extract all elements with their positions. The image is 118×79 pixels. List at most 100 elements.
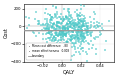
Point bbox=[52, 25, 54, 26]
Point bbox=[86, 28, 88, 29]
Point bbox=[77, 14, 79, 16]
Point bbox=[61, 30, 63, 32]
Point bbox=[80, 26, 82, 27]
Point bbox=[77, 37, 79, 39]
Point bbox=[77, 21, 79, 22]
Point bbox=[76, 32, 78, 34]
Point bbox=[77, 30, 79, 31]
Point bbox=[90, 35, 92, 36]
Point bbox=[97, 27, 99, 28]
Point bbox=[80, 4, 82, 6]
Point bbox=[69, 40, 71, 41]
Point bbox=[77, 18, 79, 20]
Point bbox=[52, 2, 54, 3]
Point bbox=[64, 34, 66, 35]
Point bbox=[56, 21, 58, 22]
Point bbox=[59, 17, 61, 18]
Point bbox=[66, 34, 67, 35]
Point bbox=[77, 38, 79, 40]
Point bbox=[59, 43, 61, 44]
Point bbox=[68, 33, 70, 35]
Point bbox=[72, 32, 74, 33]
Point bbox=[73, 23, 75, 25]
Point bbox=[70, 14, 72, 15]
Point bbox=[71, 17, 73, 18]
Point bbox=[45, 23, 47, 25]
Point bbox=[56, 21, 58, 22]
Point bbox=[77, 23, 79, 24]
Point bbox=[61, 28, 63, 29]
Point bbox=[72, 24, 74, 25]
Point bbox=[49, 26, 51, 28]
Point bbox=[62, 50, 64, 52]
Point bbox=[72, 22, 74, 23]
Point bbox=[47, 26, 48, 27]
Point bbox=[95, 13, 96, 14]
Point bbox=[76, 25, 77, 26]
Point bbox=[85, 30, 87, 31]
Point bbox=[76, 25, 78, 26]
Point bbox=[81, 29, 83, 30]
Point bbox=[81, 32, 83, 33]
Point bbox=[37, 20, 39, 21]
Point bbox=[38, 23, 39, 24]
Point bbox=[59, 28, 61, 29]
Point bbox=[78, 52, 80, 53]
Point bbox=[83, 6, 85, 7]
Point bbox=[73, 25, 75, 26]
Point bbox=[54, 37, 56, 38]
Point bbox=[51, 40, 53, 41]
Point bbox=[78, 23, 80, 24]
Point bbox=[60, 39, 62, 40]
Point bbox=[70, 41, 72, 42]
Point bbox=[72, 43, 74, 44]
Point bbox=[81, 37, 83, 38]
Point bbox=[42, 23, 44, 24]
Point bbox=[78, 19, 80, 20]
Point bbox=[62, 33, 63, 35]
Point bbox=[76, 26, 78, 27]
Point bbox=[79, 29, 81, 30]
Point bbox=[66, 18, 68, 19]
Point bbox=[82, 48, 84, 49]
Point bbox=[81, 36, 82, 38]
Point bbox=[88, 43, 90, 44]
Point bbox=[50, 34, 52, 35]
Point bbox=[39, 33, 40, 34]
Point bbox=[97, 36, 99, 38]
Point bbox=[65, 17, 67, 18]
Point bbox=[74, 30, 76, 31]
Point bbox=[38, 23, 40, 24]
Point bbox=[56, 25, 58, 26]
Point bbox=[66, 41, 68, 43]
Point bbox=[61, 34, 63, 35]
Point bbox=[67, 24, 69, 25]
Point bbox=[57, 40, 59, 41]
Point bbox=[54, 39, 56, 40]
Point bbox=[86, 34, 88, 35]
Point bbox=[70, 31, 72, 32]
Point bbox=[85, 23, 87, 24]
Point bbox=[87, 22, 89, 24]
Point bbox=[67, 20, 69, 22]
Point bbox=[82, 33, 84, 35]
Point bbox=[80, 34, 82, 35]
Point bbox=[55, 34, 57, 36]
Point bbox=[90, 32, 91, 33]
Point bbox=[46, 18, 48, 19]
Point bbox=[82, 50, 84, 52]
Point bbox=[78, 21, 80, 22]
Point bbox=[66, 23, 68, 24]
Point bbox=[99, 25, 101, 26]
Point bbox=[72, 23, 74, 24]
Point bbox=[82, 19, 84, 20]
Point bbox=[59, 33, 61, 34]
Point bbox=[83, 20, 85, 21]
Point bbox=[87, 32, 89, 33]
Point bbox=[86, 53, 88, 55]
Point bbox=[61, 22, 63, 23]
Point bbox=[84, 29, 86, 30]
Point bbox=[101, 24, 103, 25]
Point bbox=[56, 26, 58, 27]
Point bbox=[42, 33, 44, 34]
